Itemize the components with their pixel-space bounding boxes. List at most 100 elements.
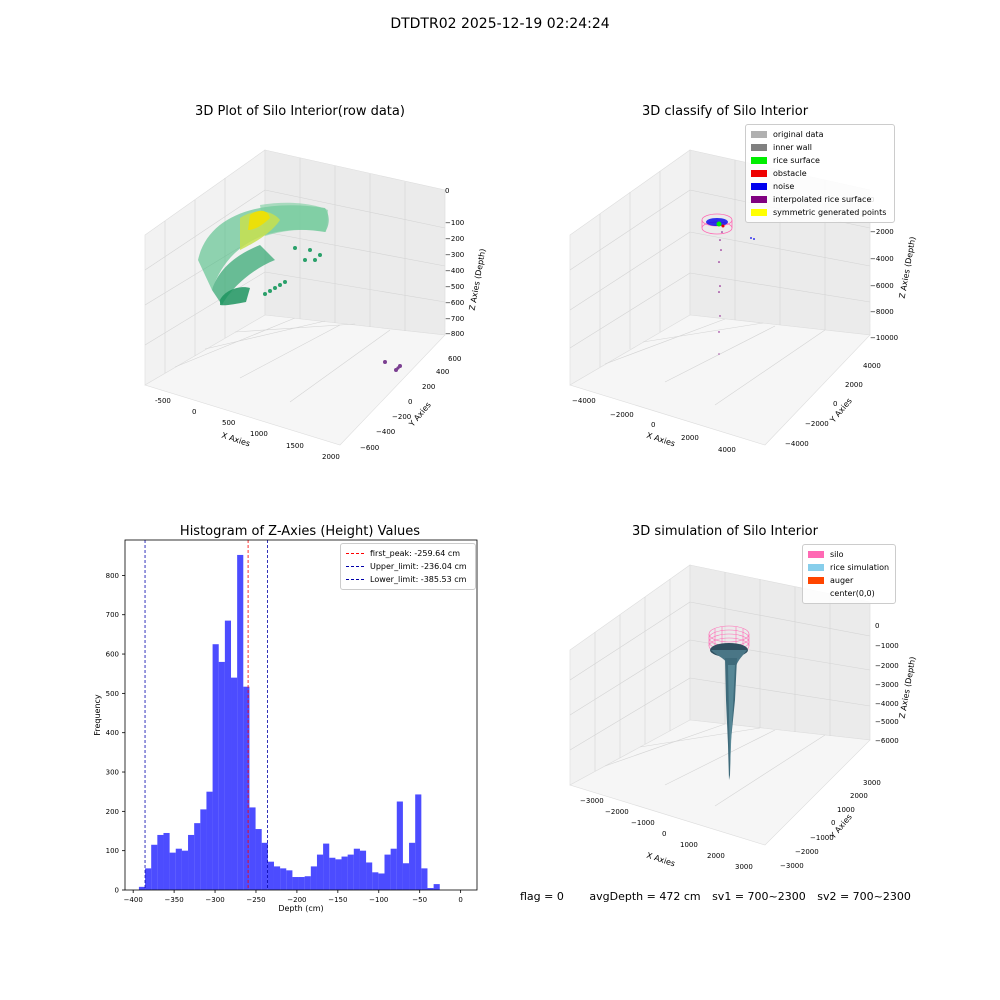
histogram-bar bbox=[231, 677, 238, 890]
histogram-chart: −400 −350 −300 −250 −200 −150 −100 −50 0 0 100 200 3… bbox=[93, 539, 478, 913]
legend-entry: auger bbox=[808, 574, 890, 587]
histogram-bar bbox=[366, 862, 373, 890]
x-tick: -500 bbox=[155, 397, 171, 405]
x-tick: 2000 bbox=[322, 453, 340, 461]
z-tick: −500 bbox=[445, 283, 464, 291]
legend-entry: rice simulation bbox=[808, 561, 890, 574]
histogram-bar bbox=[372, 872, 379, 890]
legend-swatch bbox=[808, 564, 824, 571]
x-tick: 0 bbox=[192, 408, 196, 416]
x-axis-label: X Axies bbox=[220, 431, 251, 449]
histogram-legend: first_peak: -259.64 cm Upper_limit: -236… bbox=[340, 543, 476, 590]
histogram-bar bbox=[200, 809, 207, 890]
x-tick: 2000 bbox=[681, 434, 699, 442]
legend-swatch bbox=[751, 157, 767, 164]
histogram-bar bbox=[194, 823, 201, 890]
legend-label: symmetric generated points bbox=[773, 208, 887, 217]
avg-depth-text: avgDepth = 472 cm bbox=[589, 890, 701, 903]
legend-swatch bbox=[751, 131, 767, 138]
histogram-bar bbox=[341, 856, 348, 890]
x-tick-label: −200 bbox=[287, 896, 306, 904]
z-tick: −10000 bbox=[870, 334, 898, 342]
legend-swatch bbox=[808, 551, 824, 558]
legend-label: Lower_limit: -385.53 cm bbox=[370, 575, 467, 584]
histogram-bar bbox=[181, 850, 189, 890]
histogram-bar bbox=[304, 876, 311, 890]
legend-label: inner wall bbox=[773, 143, 813, 152]
x-tick-label: −300 bbox=[205, 896, 224, 904]
histogram-bar bbox=[421, 868, 428, 890]
simulation-legend: silo rice simulation auger center(0,0) bbox=[802, 544, 896, 604]
histogram-bar bbox=[402, 863, 410, 890]
flag-text: flag = 0 bbox=[520, 890, 564, 903]
legend-swatch bbox=[751, 170, 767, 177]
legend-label: center(0,0) bbox=[830, 589, 875, 598]
y-tick-label: 700 bbox=[106, 611, 119, 619]
y-tick-label: 300 bbox=[106, 769, 119, 777]
histogram-bar bbox=[218, 661, 225, 890]
y-tick: 600 bbox=[448, 355, 461, 363]
y-tick: 200 bbox=[422, 383, 435, 391]
histogram-bar bbox=[188, 834, 195, 890]
histogram-bar bbox=[280, 868, 287, 890]
histogram-bar bbox=[286, 870, 293, 890]
x-tick: 1000 bbox=[680, 841, 698, 849]
legend-swatch bbox=[751, 209, 767, 216]
y-tick-label: 400 bbox=[106, 729, 119, 737]
x-tick: 500 bbox=[222, 419, 235, 427]
z-tick: −300 bbox=[445, 251, 464, 259]
histogram-bar bbox=[347, 854, 354, 890]
y-tick: 400 bbox=[436, 368, 449, 376]
z-tick: −4000 bbox=[870, 255, 894, 263]
histogram-bar bbox=[384, 854, 391, 890]
legend-label: first_peak: -259.64 cm bbox=[370, 549, 461, 558]
histogram-bar bbox=[359, 850, 367, 890]
z-tick: −200 bbox=[445, 235, 464, 243]
panel1-title: 3D Plot of Silo Interior(row data) bbox=[195, 104, 405, 119]
legend-line bbox=[346, 579, 364, 580]
status-footer: flag = 0 avgDepth = 472 cm sv1 = 700~230… bbox=[520, 890, 919, 903]
y-tick: −400 bbox=[376, 428, 395, 436]
simulation-3d-plot: 0 −1000 −2000 −3000 −4000 −5000 −6000 Z … bbox=[569, 564, 917, 871]
legend-label: silo bbox=[830, 550, 844, 559]
z-tick: −5000 bbox=[875, 718, 899, 726]
y-tick-label: 0 bbox=[115, 887, 119, 895]
histogram-bar bbox=[409, 842, 416, 890]
z-tick: 0 bbox=[875, 622, 879, 630]
y-tick-label: 600 bbox=[106, 651, 119, 659]
histogram-bar bbox=[292, 877, 299, 890]
classify-3d-plot: 0 −2000 −4000 −6000 −8000 −10000 Z Axies… bbox=[569, 149, 917, 454]
histogram-bar bbox=[237, 554, 244, 890]
x-tick: 0 bbox=[662, 830, 666, 838]
legend-entry: noise bbox=[751, 180, 889, 193]
figure-title: DTDTR02 2025-12-19 02:24:24 bbox=[390, 16, 610, 32]
histogram-bar bbox=[273, 866, 281, 890]
legend-label: rice simulation bbox=[830, 563, 890, 572]
x-tick: −2000 bbox=[610, 411, 634, 419]
sv1-text: sv1 = 700~2300 bbox=[712, 890, 806, 903]
legend-swatch bbox=[751, 183, 767, 190]
legend-entry: original data bbox=[751, 128, 889, 141]
legend-swatch bbox=[751, 144, 767, 151]
histogram-bar bbox=[151, 844, 158, 890]
x-tick: 1000 bbox=[250, 430, 268, 438]
legend-entry: Lower_limit: -385.53 cm bbox=[346, 573, 470, 586]
legend-label: rice surface bbox=[773, 156, 820, 165]
histogram-bar bbox=[329, 857, 336, 890]
legend-label: auger bbox=[830, 576, 854, 585]
y-tick-label: 200 bbox=[106, 808, 119, 816]
x-tick-label: −250 bbox=[246, 896, 265, 904]
histogram-bar bbox=[157, 834, 164, 890]
histogram-bar bbox=[169, 852, 176, 890]
y-tick: 0 bbox=[408, 398, 412, 406]
x-axis-label: X Axies bbox=[645, 851, 676, 869]
histogram-bar bbox=[433, 884, 440, 890]
y-tick: 1000 bbox=[837, 806, 855, 814]
z-tick: −700 bbox=[445, 315, 464, 323]
y-tick: 2000 bbox=[850, 792, 868, 800]
y-tick: 4000 bbox=[863, 362, 881, 370]
histogram-bar bbox=[224, 620, 232, 890]
x-tick: −3000 bbox=[580, 797, 604, 805]
y-tick-label: 100 bbox=[106, 847, 119, 855]
histogram-bar bbox=[310, 866, 317, 890]
